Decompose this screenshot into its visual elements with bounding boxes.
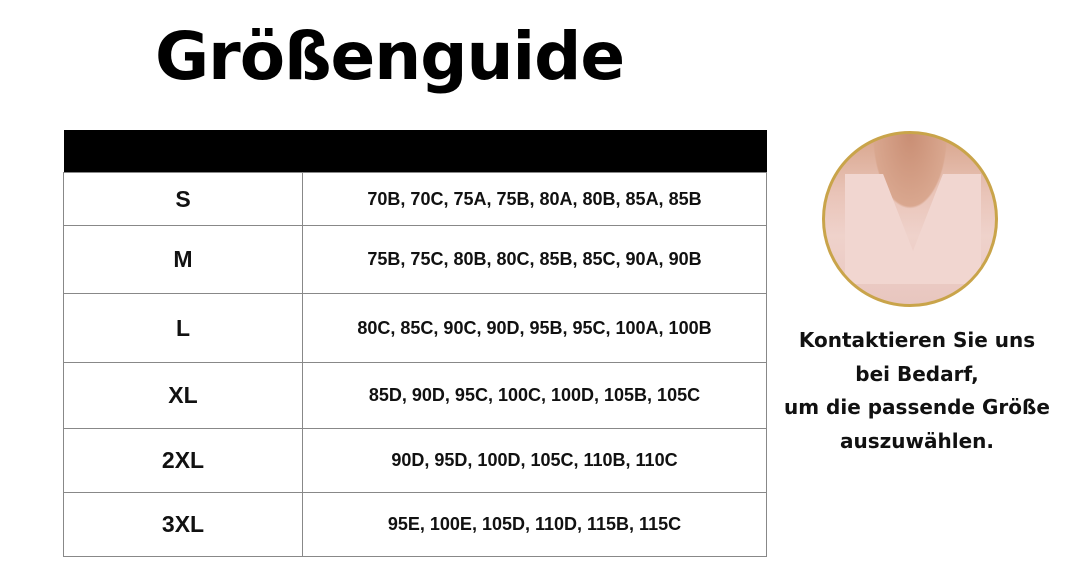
table-row: 2XL 90D, 95D, 100D, 105C, 110B, 110C bbox=[63, 428, 767, 493]
table-row: 3XL 95E, 100E, 105D, 110D, 115B, 115C bbox=[63, 492, 767, 557]
values-cell: 75B, 75C, 80B, 80C, 85B, 85C, 90A, 90B bbox=[302, 225, 767, 294]
size-table: S 70B, 70C, 75A, 75B, 80A, 80B, 85A, 85B … bbox=[63, 130, 767, 557]
size-cell: M bbox=[63, 225, 303, 294]
table-row: XL 85D, 90D, 95C, 100C, 100D, 105B, 105C bbox=[63, 362, 767, 429]
size-cell: XL bbox=[63, 362, 303, 429]
values-cell: 90D, 95D, 100D, 105C, 110B, 110C bbox=[302, 428, 767, 493]
contact-line: bei Bedarf, bbox=[855, 361, 979, 386]
product-photo bbox=[822, 131, 998, 307]
contact-line: Kontaktieren Sie uns bbox=[798, 328, 1036, 352]
size-cell: 2XL bbox=[63, 428, 303, 493]
contact-line: auszuwählen. bbox=[840, 428, 994, 453]
values-cell: 85D, 90D, 95C, 100C, 100D, 105B, 105C bbox=[302, 362, 767, 429]
values-cell: 95E, 100E, 105D, 110D, 115B, 115C bbox=[302, 492, 767, 557]
values-cell: 70B, 70C, 75A, 75B, 80A, 80B, 85A, 85B bbox=[302, 172, 767, 226]
size-cell: 3XL bbox=[63, 492, 303, 557]
values-cell: 80C, 85C, 90C, 90D, 95B, 95C, 100A, 100B bbox=[302, 293, 767, 363]
table-row: S 70B, 70C, 75A, 75B, 80A, 80B, 85A, 85B bbox=[63, 172, 767, 226]
size-cell: L bbox=[63, 293, 303, 363]
table-header bbox=[63, 130, 767, 173]
size-cell: S bbox=[63, 172, 303, 226]
contact-line: um die passende Größe bbox=[784, 395, 1050, 419]
table-row: L 80C, 85C, 90C, 90D, 95B, 95C, 100A, 100… bbox=[63, 293, 767, 363]
bra-illustration bbox=[845, 174, 981, 284]
contact-note: Kontaktieren Sie uns bei Bedarf, um die … bbox=[777, 324, 1057, 458]
page-title: Größenguide bbox=[155, 18, 625, 95]
table-row: M 75B, 75C, 80B, 80C, 85B, 85C, 90A, 90B bbox=[63, 225, 767, 294]
